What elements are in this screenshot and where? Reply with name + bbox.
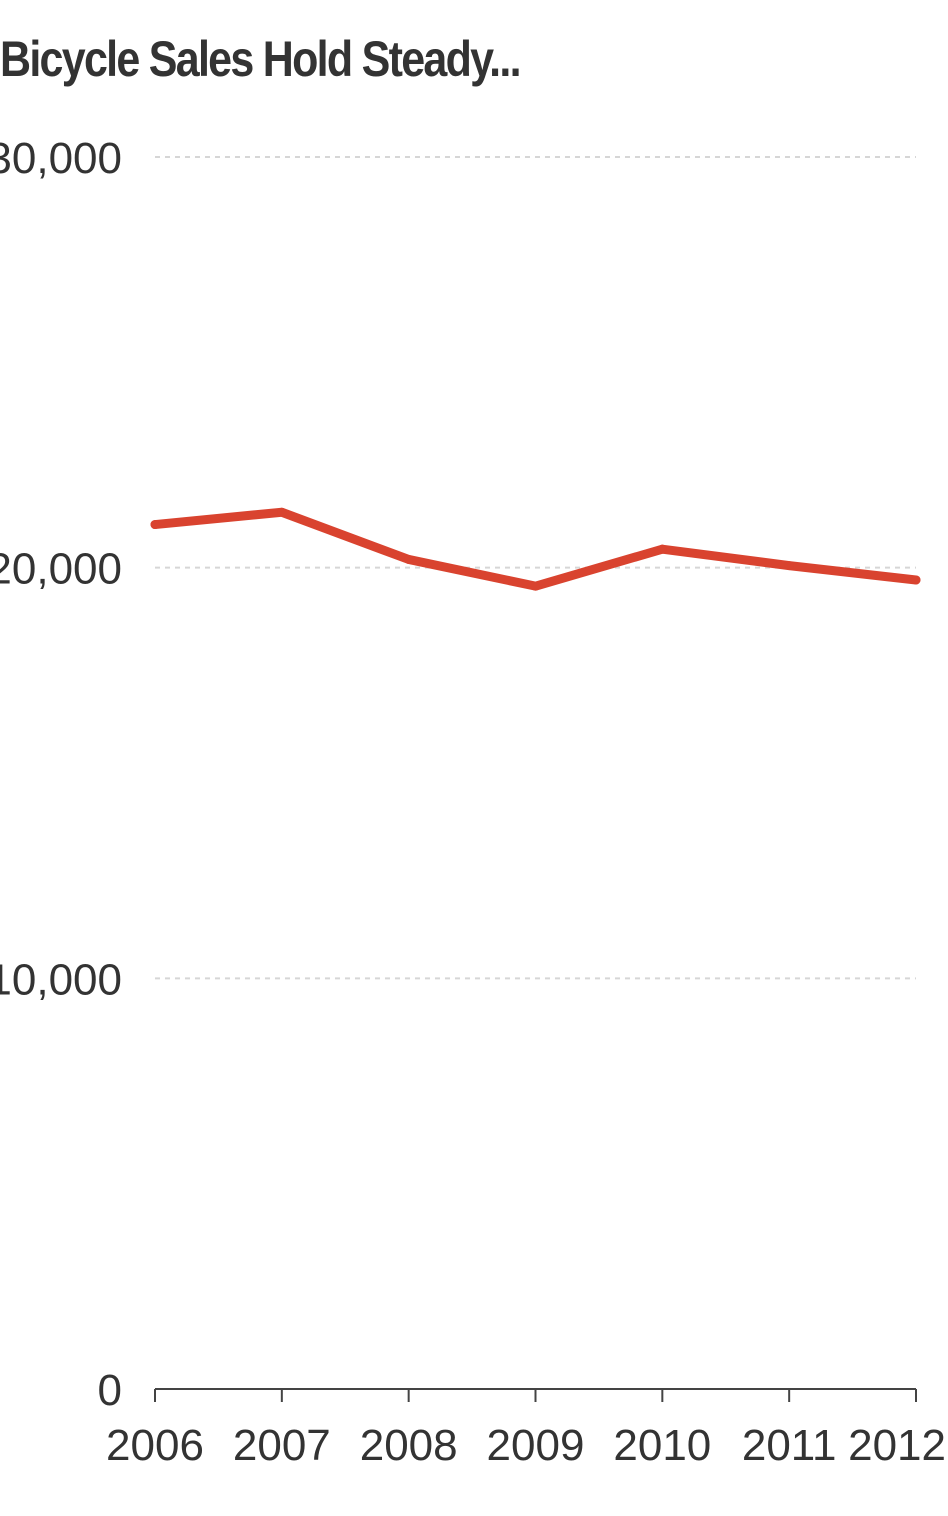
data-point — [657, 544, 667, 554]
y-tick-label: 0 — [98, 1366, 122, 1415]
series-line — [150, 507, 921, 591]
y-tick-label: 20,000 — [0, 545, 122, 594]
data-point — [911, 575, 921, 585]
data-point — [404, 554, 414, 564]
x-tick-label: 2011 — [742, 1421, 837, 1470]
data-point — [531, 581, 540, 591]
y-tick-label: 30,000 — [0, 134, 122, 183]
y-tick-label: 10,000 — [0, 955, 122, 1004]
series — [150, 507, 921, 591]
x-tick-label: 2009 — [487, 1421, 585, 1470]
y-axis-ticks: 0 10,000 20,000 30,000 — [0, 134, 122, 1415]
data-point — [277, 507, 287, 517]
x-tick-label: 2006 — [106, 1421, 204, 1470]
x-tick-label: 2008 — [360, 1421, 458, 1470]
data-point — [150, 520, 160, 530]
x-tick-label: 2010 — [613, 1421, 711, 1470]
x-tick-label: 2007 — [233, 1421, 331, 1470]
x-axis: 2006 2007 2008 2009 2010 2011 2012 — [106, 1388, 946, 1470]
chart-title: Bicycle Sales Hold Steady... — [0, 31, 522, 87]
data-point — [784, 561, 794, 571]
x-tick-label: 2012 — [848, 1421, 946, 1470]
